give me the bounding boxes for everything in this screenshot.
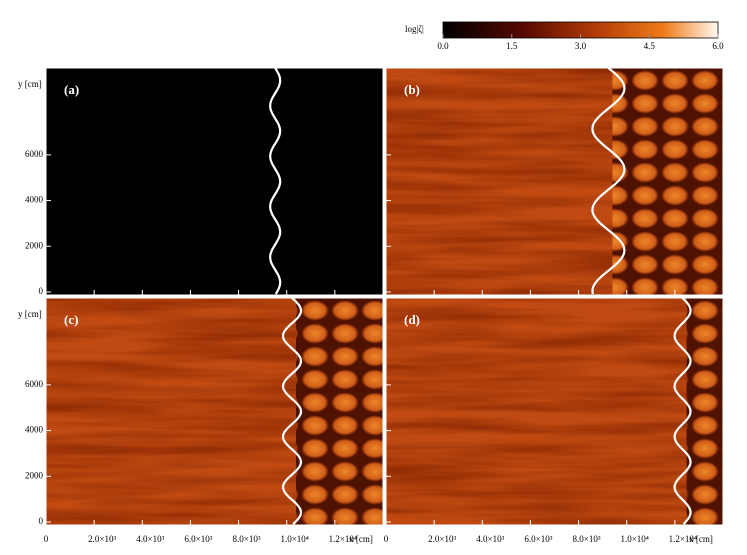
panel-label: (d) [404,312,420,327]
x-axis-label: x [cm] [349,534,373,544]
x-tick-label: 2.0×10³ [88,534,116,544]
x-tick-label: 6.0×10³ [524,534,552,544]
panel: (c) 0 2000 4000 6000 y [cm] 0 2.0×10³ 4.0×10³ 6.0… [18,297,384,544]
colorbar-tick-label: 4.5 [644,41,656,51]
y-tick-label: 6000 [25,149,44,159]
x-tick-label: 1.2×10⁴ [329,534,357,544]
x-tick-label: 4.0×10³ [136,534,164,544]
x-tick-label: 1.0×10⁴ [280,534,308,544]
x-tick-label: 0 [44,534,49,544]
image-bg [46,68,383,295]
front [269,68,282,295]
colorbar-tick-label: 0.0 [437,41,449,51]
y-tick-label: 4000 [25,195,44,205]
cells [296,298,383,525]
panel: (b) [385,67,724,296]
panel-label: (b) [404,82,420,97]
y-axis-label: y [cm] [18,79,42,89]
panel: (d) 0 2.0×10³ 4.0×10³ 6.0×10³ 8.0×10³ 1.0×10⁴ 1… [384,297,724,544]
front [591,68,626,295]
x-tick-label: 2.0×10³ [428,534,456,544]
image-noise [386,298,723,525]
colorbar-label: log|ζ| [405,24,424,34]
panel-image [46,68,383,295]
x-axis-label: x [cm] [689,534,713,544]
panel-image [46,298,383,525]
x-tick-label: 8.0×10³ [233,534,261,544]
colorbar-tick-label: 3.0 [575,41,587,51]
x-tick-label: 1.2×10⁴ [669,534,697,544]
y-tick-label: 2000 [25,470,44,480]
y-tick-label: 0 [39,516,44,526]
x-tick-label: 1.0×10⁴ [620,534,648,544]
y-tick-label: 2000 [25,240,44,250]
panel: (a) 0 2000 4000 6000 y [cm] [18,67,384,296]
cells [612,68,723,295]
frame [385,297,724,526]
frame [385,67,724,296]
cells [686,298,723,525]
front [281,298,303,525]
frame [45,297,384,526]
colorbar-tick-label: 6.0 [712,41,724,51]
y-tick-label: 0 [39,286,44,296]
panel-label: (c) [64,312,78,327]
panel-image [386,68,723,295]
y-tick-label: 4000 [25,425,44,435]
x-tick-label: 6.0×10³ [184,534,212,544]
x-tick-label: 4.0×10³ [476,534,504,544]
colorbar-tick-label: 1.5 [506,41,518,51]
front [673,298,692,525]
x-tick-label: 0 [384,534,389,544]
panel-image [386,298,723,525]
y-axis-label: y [cm] [18,309,42,319]
y-tick-label: 6000 [25,379,44,389]
frame [45,67,384,296]
panel-label: (a) [64,82,79,97]
x-tick-label: 8.0×10³ [573,534,601,544]
